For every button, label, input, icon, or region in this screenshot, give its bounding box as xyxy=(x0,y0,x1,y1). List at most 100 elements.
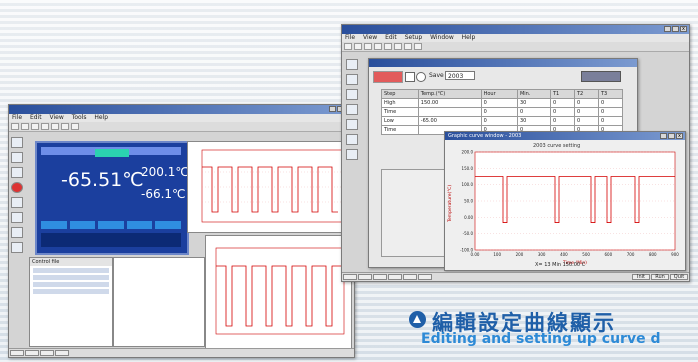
menu-setup[interactable]: Setup xyxy=(404,34,423,41)
status-button[interactable] xyxy=(403,274,417,280)
table-cell[interactable]: 0 xyxy=(549,107,575,117)
table-cell[interactable] xyxy=(417,107,482,117)
save-icon[interactable] xyxy=(364,43,372,50)
menu-edit[interactable]: Edit xyxy=(385,34,397,41)
table-cell[interactable]: Time xyxy=(381,107,419,117)
graph-icon[interactable] xyxy=(384,43,392,50)
lcd-button[interactable] xyxy=(126,221,153,229)
list-item[interactable] xyxy=(33,268,109,273)
search-icon[interactable] xyxy=(416,72,426,82)
print-icon[interactable] xyxy=(41,123,49,130)
open-icon[interactable] xyxy=(21,123,29,130)
table-cell[interactable]: 0 xyxy=(480,98,518,108)
menu-file[interactable]: File xyxy=(12,114,23,121)
status-button[interactable] xyxy=(343,274,357,280)
maximize-button[interactable] xyxy=(668,133,675,139)
lcd-run-badge[interactable] xyxy=(95,149,129,157)
status-button[interactable] xyxy=(358,274,372,280)
table-cell[interactable]: 0 xyxy=(480,116,518,126)
table-cell[interactable]: 30 xyxy=(516,98,551,108)
tools-icon[interactable] xyxy=(11,197,23,208)
export-icon[interactable] xyxy=(346,149,358,160)
zoom-icon[interactable] xyxy=(71,123,79,130)
minimize-button[interactable] xyxy=(329,106,336,112)
list-item[interactable] xyxy=(33,282,109,287)
report-icon[interactable] xyxy=(11,227,23,238)
new-icon[interactable] xyxy=(11,123,19,130)
table-cell[interactable]: Low xyxy=(381,116,419,126)
right-window-titlebar[interactable] xyxy=(342,25,689,34)
lcd-button[interactable] xyxy=(155,221,181,229)
close-button[interactable]: x xyxy=(676,133,683,139)
report-icon[interactable] xyxy=(346,134,358,145)
open-icon[interactable] xyxy=(354,43,362,50)
status-button[interactable] xyxy=(373,274,387,280)
settings-icon[interactable] xyxy=(11,212,23,223)
status-button[interactable] xyxy=(10,350,24,356)
table-cell[interactable]: -65.00 xyxy=(417,116,482,126)
print-icon[interactable] xyxy=(374,43,382,50)
table-cell[interactable]: 0 xyxy=(480,107,518,117)
close-button[interactable]: x xyxy=(680,26,687,32)
list-item[interactable] xyxy=(33,275,109,280)
table-cell[interactable]: 0 xyxy=(573,116,599,126)
menu-tools[interactable]: Tools xyxy=(71,114,87,121)
table-icon[interactable] xyxy=(61,123,69,130)
program-editor-titlebar[interactable] xyxy=(369,59,637,67)
table-cell[interactable]: 150.00 xyxy=(417,98,482,108)
program-icon[interactable] xyxy=(346,74,358,85)
menu-file[interactable]: File xyxy=(345,34,356,41)
minimize-button[interactable] xyxy=(664,26,671,32)
table-cell[interactable]: 0 xyxy=(597,116,624,126)
program-selector[interactable] xyxy=(373,71,403,83)
edit-icon[interactable] xyxy=(405,72,415,82)
table-icon[interactable] xyxy=(404,43,412,50)
table-cell[interactable]: 0 xyxy=(516,107,551,117)
status-init[interactable]: Init xyxy=(632,274,650,280)
lcd-button[interactable] xyxy=(69,221,96,229)
minimize-button[interactable] xyxy=(660,133,667,139)
graph-icon[interactable] xyxy=(51,123,59,130)
zoom-icon[interactable] xyxy=(394,43,402,50)
status-quit[interactable]: Quit xyxy=(670,274,688,280)
total-time-field[interactable] xyxy=(581,71,621,82)
lcd-button[interactable] xyxy=(98,221,124,229)
maximize-button[interactable] xyxy=(672,26,679,32)
status-button[interactable] xyxy=(25,350,39,356)
save-icon[interactable] xyxy=(31,123,39,130)
menu-window[interactable]: Window xyxy=(430,34,454,41)
settings-icon[interactable] xyxy=(346,119,358,130)
menu-view[interactable]: View xyxy=(49,114,64,121)
menu-help[interactable]: Help xyxy=(461,34,476,41)
status-button[interactable] xyxy=(418,274,432,280)
list-item[interactable] xyxy=(33,289,109,294)
program-number-input[interactable]: 2003 xyxy=(445,71,475,80)
chart-icon[interactable] xyxy=(414,43,422,50)
table-cell[interactable]: 0 xyxy=(573,107,599,117)
menu-edit[interactable]: Edit xyxy=(29,114,42,121)
status-button[interactable] xyxy=(388,274,402,280)
chart-window-titlebar[interactable]: Graphic curve window - 2003 xyxy=(445,132,685,140)
menu-help[interactable]: Help xyxy=(94,114,109,121)
help-icon[interactable] xyxy=(11,242,23,253)
table-cell[interactable]: 30 xyxy=(516,116,551,126)
table-cell[interactable]: High xyxy=(381,98,419,108)
status-run[interactable]: Run xyxy=(651,274,669,280)
status-button[interactable] xyxy=(40,350,54,356)
table-cell[interactable]: 0 xyxy=(549,98,575,108)
tools-icon[interactable] xyxy=(346,104,358,115)
new-icon[interactable] xyxy=(344,43,352,50)
table-cell[interactable]: 0 xyxy=(573,98,599,108)
stop-icon[interactable] xyxy=(11,182,23,193)
table-cell[interactable]: 0 xyxy=(597,98,624,108)
left-window-titlebar[interactable] xyxy=(9,105,354,114)
table-cell[interactable]: 0 xyxy=(597,107,624,117)
status-button[interactable] xyxy=(55,350,69,356)
program-icon[interactable] xyxy=(11,152,23,163)
monitor-icon[interactable] xyxy=(346,59,358,70)
curve-icon[interactable] xyxy=(11,167,23,178)
table-cell[interactable]: Time xyxy=(381,125,419,135)
lcd-button[interactable] xyxy=(41,221,67,229)
curve-icon[interactable] xyxy=(346,89,358,100)
monitor-icon[interactable] xyxy=(11,137,23,148)
